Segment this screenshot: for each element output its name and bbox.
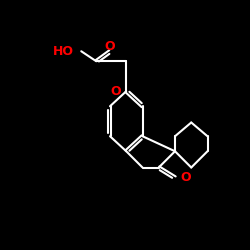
- Text: HO: HO: [53, 45, 74, 58]
- Text: O: O: [105, 40, 115, 53]
- Text: O: O: [180, 171, 191, 184]
- Text: O: O: [110, 85, 121, 98]
